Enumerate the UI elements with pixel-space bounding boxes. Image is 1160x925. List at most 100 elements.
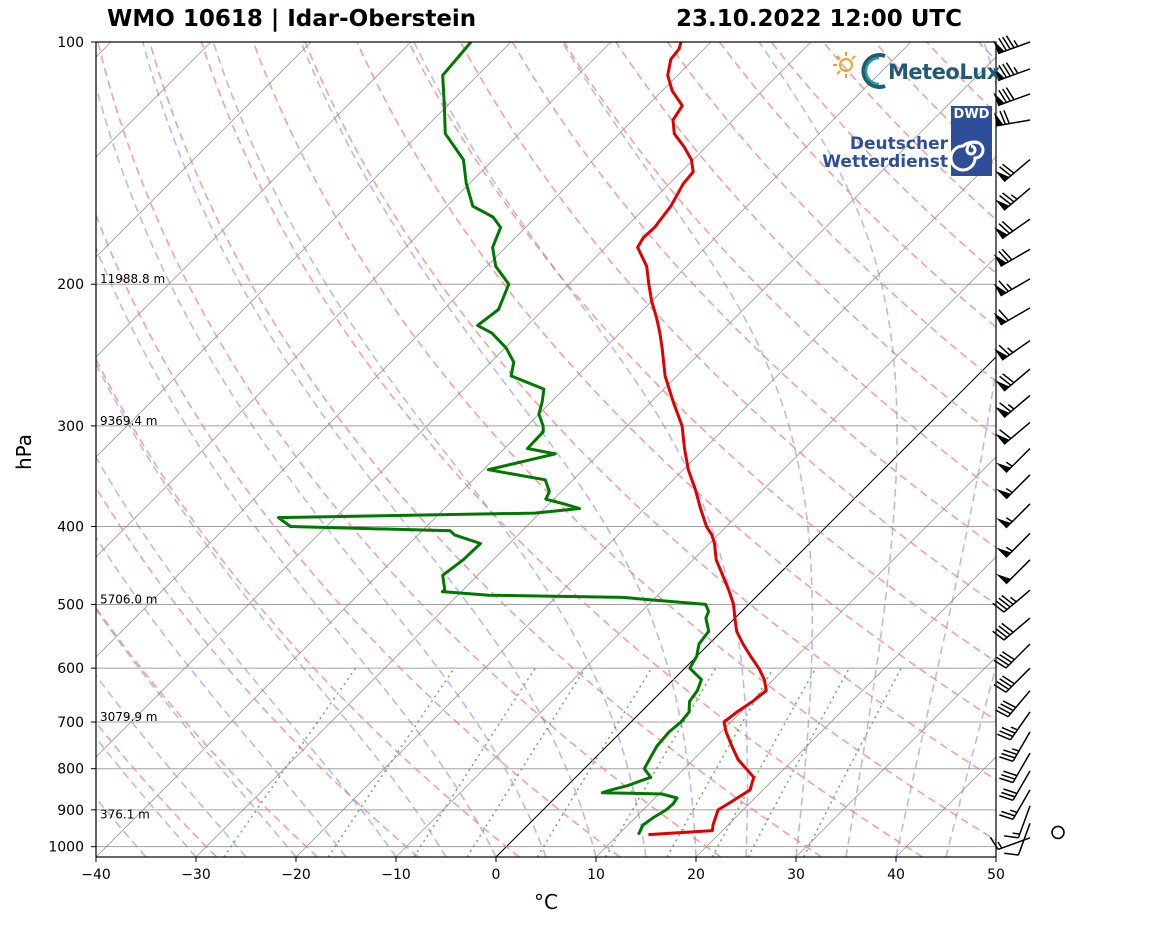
barb-full xyxy=(1001,791,1016,798)
barb-half xyxy=(1010,596,1017,603)
barb-full xyxy=(999,814,1014,821)
dry-adiabat-line xyxy=(1134,42,1160,857)
barb-full xyxy=(999,195,1012,205)
mixing-ratio-line xyxy=(466,667,587,857)
isotherm-line xyxy=(96,42,312,258)
isotherm-line xyxy=(795,656,996,857)
mixing-ratio-line xyxy=(803,667,902,857)
barb-full xyxy=(995,709,1009,718)
barb-half xyxy=(1010,194,1018,200)
wind-barb xyxy=(996,474,1031,500)
wind-barb xyxy=(995,421,1031,445)
barb-flag xyxy=(993,40,1005,54)
moist-adiabat-line xyxy=(300,42,697,857)
isotherm-line xyxy=(0,42,11,857)
temperature-profile xyxy=(636,42,768,837)
barb-full xyxy=(995,600,1008,611)
isotherm-line xyxy=(395,256,996,857)
barb-flag xyxy=(995,433,1010,445)
barb-full xyxy=(1003,770,1018,777)
moist-adiabat-line xyxy=(96,245,497,857)
barb-staff xyxy=(1003,589,1031,613)
barb-full xyxy=(1002,36,1011,50)
barb-staff xyxy=(1005,667,1031,693)
barb-full xyxy=(996,656,1010,666)
barb-full xyxy=(997,733,1011,741)
isotherm-line xyxy=(96,42,812,758)
moist-adiabat-line xyxy=(758,42,898,857)
moist-adiabat-line xyxy=(96,536,347,857)
wind-barb xyxy=(999,770,1031,802)
barb-full xyxy=(997,706,1012,715)
dry-adiabat-line xyxy=(563,42,996,493)
moist-adiabat-line xyxy=(96,83,547,857)
barb-staff xyxy=(1017,805,1031,839)
barb-full xyxy=(1001,622,1014,633)
dry-adiabat-line xyxy=(511,42,996,549)
mixing-ratio-line xyxy=(604,667,717,857)
dry-adiabat-line xyxy=(304,42,996,781)
axis-ticks: −40 −30 −20 −10 0 10 20 30 40 50 100 200 300 400 500 60… xyxy=(48,35,1005,883)
barb-staff xyxy=(997,41,1031,55)
barb-full xyxy=(999,429,1012,440)
wind-barb xyxy=(996,503,1031,529)
dry-adiabat-line xyxy=(356,42,996,722)
isotherm-line xyxy=(995,856,996,857)
spiral-icon xyxy=(951,140,985,172)
meteolux-wordmark: MeteoLux xyxy=(888,60,1000,84)
x-tick-label: 10 xyxy=(587,867,605,883)
barb-staff xyxy=(1005,643,1031,669)
x-tick-label: −30 xyxy=(181,867,211,883)
barb-half xyxy=(1011,748,1020,752)
isotherm-line xyxy=(295,156,996,857)
barb-flag xyxy=(995,170,1010,182)
barb-full xyxy=(998,250,1009,263)
barb-full xyxy=(1005,62,1015,76)
barb-full xyxy=(992,630,1005,641)
wind-barb xyxy=(1004,805,1031,839)
height-label: 11988.8 m xyxy=(100,272,165,286)
barb-half xyxy=(1006,283,1013,290)
barb-full xyxy=(992,602,1005,613)
barb-full xyxy=(1001,220,1014,232)
moist-adiabat-line xyxy=(96,674,247,857)
dwd-badge: DWD xyxy=(951,106,992,176)
wind-barb xyxy=(993,307,1031,326)
dwd-logo: Deutscher Wetterdienst DWD xyxy=(822,106,996,178)
barb-staff xyxy=(1012,752,1031,783)
wind-barb xyxy=(994,339,1031,361)
isotherm-line xyxy=(1096,42,1160,857)
dwd-name-line1: Deutscher xyxy=(849,134,948,154)
moist-adiabat-line xyxy=(96,455,397,857)
mixing-ratio-line xyxy=(327,667,455,857)
moist-adiabat-line xyxy=(945,663,996,857)
barb-half xyxy=(1005,461,1013,467)
barb-full xyxy=(1005,35,1015,49)
plot-frame xyxy=(95,41,997,858)
barb-flag xyxy=(994,227,1008,239)
wind-barb xyxy=(992,617,1031,641)
barb-staff xyxy=(1005,503,1031,529)
wind-barb xyxy=(993,248,1031,267)
height-label: 376.1 m xyxy=(100,807,150,821)
x-tick-label: 50 xyxy=(987,867,1005,883)
barb-full xyxy=(999,375,1012,386)
isotherm-line xyxy=(495,356,996,857)
dewpoint-profile xyxy=(276,42,711,836)
sounding-profiles xyxy=(276,42,768,837)
barb-flag xyxy=(996,518,1011,528)
barb-staff xyxy=(1003,159,1031,183)
y-tick-label: 1000 xyxy=(48,840,84,856)
dry-adiabat-line xyxy=(97,42,722,857)
mixing-ratio-line xyxy=(223,667,357,857)
x-tick-label: 0 xyxy=(492,867,501,883)
barb-full xyxy=(1001,726,1016,734)
isotherm-line xyxy=(96,42,612,558)
barb-full xyxy=(1002,373,1015,384)
chart-title-station: WMO 10618 | Idar-Oberstein xyxy=(107,6,477,32)
barb-flag xyxy=(996,488,1011,499)
moist-adiabat-line xyxy=(96,607,297,857)
barb-full xyxy=(993,683,1007,693)
barb-full xyxy=(1001,752,1016,759)
wind-barb xyxy=(999,752,1031,784)
